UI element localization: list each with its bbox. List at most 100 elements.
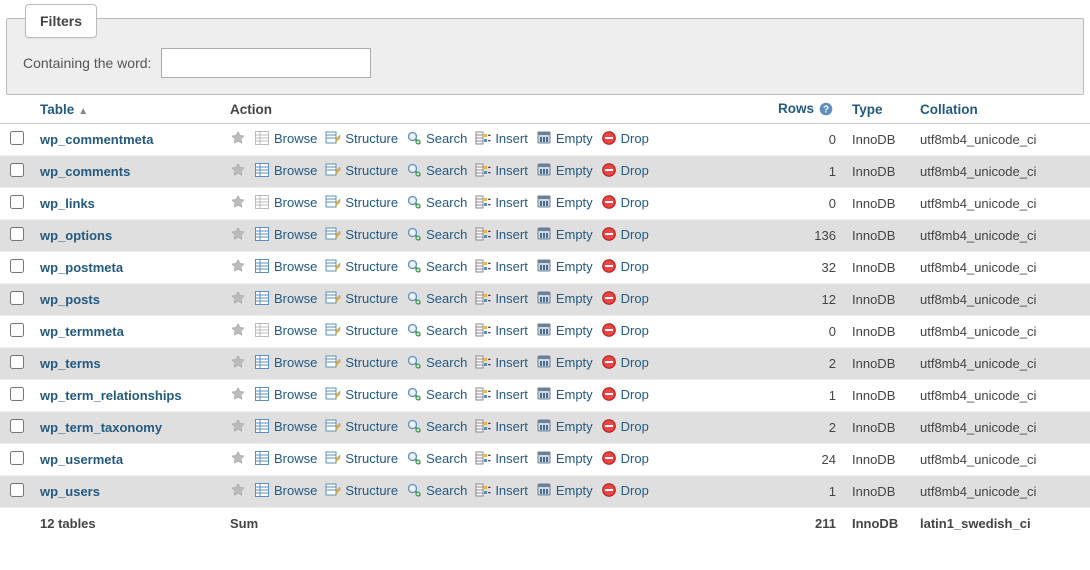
insert-action[interactable]: Insert — [475, 418, 528, 434]
drop-action[interactable]: Drop — [601, 290, 649, 306]
structure-action[interactable]: Structure — [325, 290, 398, 306]
search-action[interactable]: Search — [406, 194, 467, 210]
browse-action[interactable]: Browse — [254, 194, 317, 210]
table-name-link[interactable]: wp_term_taxonomy — [40, 420, 162, 435]
empty-action[interactable]: Empty — [536, 354, 593, 370]
insert-action[interactable]: Insert — [475, 258, 528, 274]
insert-action[interactable]: Insert — [475, 354, 528, 370]
row-checkbox[interactable] — [10, 355, 24, 369]
drop-action[interactable]: Drop — [601, 450, 649, 466]
structure-action[interactable]: Structure — [325, 258, 398, 274]
row-checkbox[interactable] — [10, 323, 24, 337]
insert-action[interactable]: Insert — [475, 386, 528, 402]
header-table[interactable]: Table — [40, 102, 74, 117]
favorite-star[interactable] — [230, 418, 246, 434]
favorite-star[interactable] — [230, 162, 246, 178]
empty-action[interactable]: Empty — [536, 450, 593, 466]
filters-tab[interactable]: Filters — [25, 4, 97, 38]
drop-action[interactable]: Drop — [601, 162, 649, 178]
insert-action[interactable]: Insert — [475, 450, 528, 466]
table-name-link[interactable]: wp_options — [40, 228, 112, 243]
row-checkbox[interactable] — [10, 387, 24, 401]
insert-action[interactable]: Insert — [475, 322, 528, 338]
insert-action[interactable]: Insert — [475, 290, 528, 306]
drop-action[interactable]: Drop — [601, 258, 649, 274]
empty-action[interactable]: Empty — [536, 258, 593, 274]
insert-action[interactable]: Insert — [475, 130, 528, 146]
browse-action[interactable]: Browse — [254, 258, 317, 274]
favorite-star[interactable] — [230, 450, 246, 466]
favorite-star[interactable] — [230, 226, 246, 242]
empty-action[interactable]: Empty — [536, 482, 593, 498]
table-name-link[interactable]: wp_postmeta — [40, 260, 123, 275]
insert-action[interactable]: Insert — [475, 194, 528, 210]
search-action[interactable]: Search — [406, 290, 467, 306]
row-checkbox[interactable] — [10, 195, 24, 209]
drop-action[interactable]: Drop — [601, 226, 649, 242]
header-rows[interactable]: Rows — [778, 101, 814, 116]
drop-action[interactable]: Drop — [601, 386, 649, 402]
structure-action[interactable]: Structure — [325, 162, 398, 178]
empty-action[interactable]: Empty — [536, 226, 593, 242]
browse-action[interactable]: Browse — [254, 162, 317, 178]
search-action[interactable]: Search — [406, 386, 467, 402]
browse-action[interactable]: Browse — [254, 130, 317, 146]
table-name-link[interactable]: wp_commentmeta — [40, 132, 153, 147]
table-name-link[interactable]: wp_users — [40, 484, 100, 499]
browse-action[interactable]: Browse — [254, 482, 317, 498]
drop-action[interactable]: Drop — [601, 194, 649, 210]
row-checkbox[interactable] — [10, 483, 24, 497]
favorite-star[interactable] — [230, 194, 246, 210]
browse-action[interactable]: Browse — [254, 226, 317, 242]
search-action[interactable]: Search — [406, 162, 467, 178]
table-name-link[interactable]: wp_termmeta — [40, 324, 124, 339]
drop-action[interactable]: Drop — [601, 322, 649, 338]
search-action[interactable]: Search — [406, 418, 467, 434]
row-checkbox[interactable] — [10, 451, 24, 465]
search-action[interactable]: Search — [406, 130, 467, 146]
structure-action[interactable]: Structure — [325, 482, 398, 498]
drop-action[interactable]: Drop — [601, 418, 649, 434]
favorite-star[interactable] — [230, 482, 246, 498]
empty-action[interactable]: Empty — [536, 194, 593, 210]
row-checkbox[interactable] — [10, 259, 24, 273]
drop-action[interactable]: Drop — [601, 482, 649, 498]
row-checkbox[interactable] — [10, 419, 24, 433]
search-action[interactable]: Search — [406, 258, 467, 274]
insert-action[interactable]: Insert — [475, 226, 528, 242]
browse-action[interactable]: Browse — [254, 354, 317, 370]
favorite-star[interactable] — [230, 130, 246, 146]
structure-action[interactable]: Structure — [325, 386, 398, 402]
empty-action[interactable]: Empty — [536, 418, 593, 434]
table-name-link[interactable]: wp_term_relationships — [40, 388, 182, 403]
empty-action[interactable]: Empty — [536, 130, 593, 146]
table-name-link[interactable]: wp_posts — [40, 292, 100, 307]
help-icon[interactable] — [818, 101, 834, 117]
empty-action[interactable]: Empty — [536, 290, 593, 306]
favorite-star[interactable] — [230, 322, 246, 338]
table-name-link[interactable]: wp_usermeta — [40, 452, 123, 467]
search-action[interactable]: Search — [406, 354, 467, 370]
header-type[interactable]: Type — [852, 102, 883, 117]
search-action[interactable]: Search — [406, 226, 467, 242]
structure-action[interactable]: Structure — [325, 322, 398, 338]
empty-action[interactable]: Empty — [536, 162, 593, 178]
structure-action[interactable]: Structure — [325, 354, 398, 370]
search-action[interactable]: Search — [406, 450, 467, 466]
favorite-star[interactable] — [230, 290, 246, 306]
empty-action[interactable]: Empty — [536, 386, 593, 402]
browse-action[interactable]: Browse — [254, 386, 317, 402]
insert-action[interactable]: Insert — [475, 162, 528, 178]
empty-action[interactable]: Empty — [536, 322, 593, 338]
table-name-link[interactable]: wp_links — [40, 196, 95, 211]
favorite-star[interactable] — [230, 386, 246, 402]
search-action[interactable]: Search — [406, 482, 467, 498]
table-name-link[interactable]: wp_terms — [40, 356, 101, 371]
row-checkbox[interactable] — [10, 163, 24, 177]
table-name-link[interactable]: wp_comments — [40, 164, 130, 179]
row-checkbox[interactable] — [10, 131, 24, 145]
insert-action[interactable]: Insert — [475, 482, 528, 498]
browse-action[interactable]: Browse — [254, 322, 317, 338]
structure-action[interactable]: Structure — [325, 226, 398, 242]
header-collation[interactable]: Collation — [920, 102, 978, 117]
